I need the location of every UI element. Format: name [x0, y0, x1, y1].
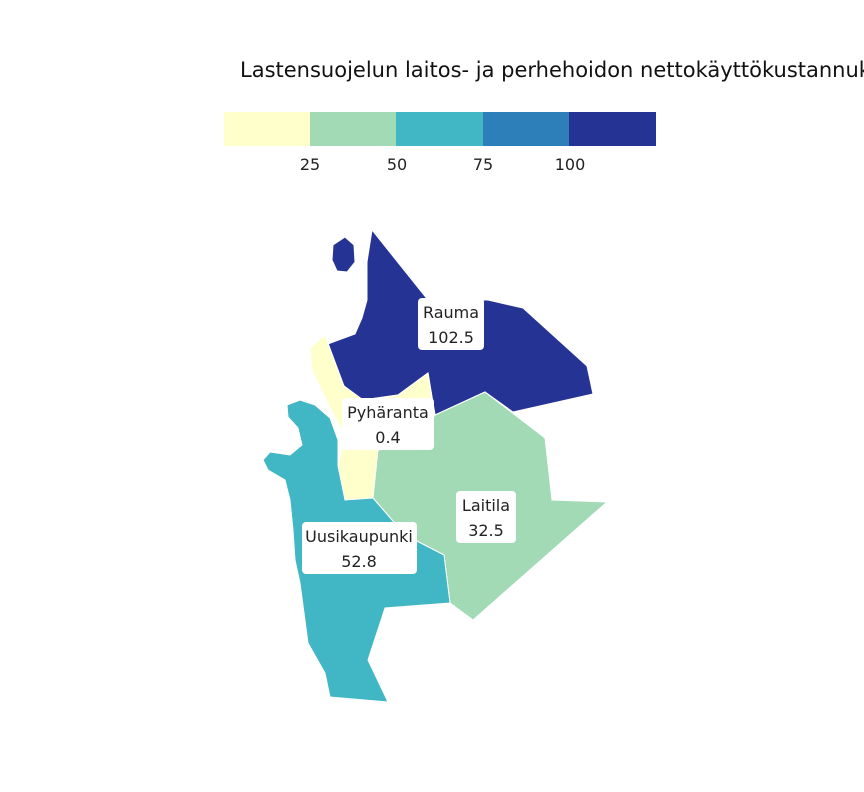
label-rauma-name: Rauma — [423, 303, 479, 322]
label-rauma-value: 102.5 — [428, 328, 474, 347]
label-pyharanta-name: Pyhäranta — [347, 403, 429, 422]
legend-bin-1 — [224, 112, 311, 146]
legend-tick-25: 25 — [300, 155, 320, 174]
region-labels: Rauma 102.5 Pyhäranta 0.4 Laitila 32.5 U… — [302, 298, 516, 574]
label-laitila-name: Laitila — [462, 496, 510, 515]
color-legend: 25 50 75 100 — [224, 112, 656, 174]
label-uusikaupunki-value: 52.8 — [341, 552, 377, 571]
region-rauma-island — [331, 236, 356, 273]
legend-tick-75: 75 — [473, 155, 493, 174]
map-title: Lastensuojelun laitos- ja perhehoidon ne… — [240, 58, 864, 82]
label-laitila: Laitila 32.5 — [456, 491, 516, 543]
legend-tick-50: 50 — [387, 155, 407, 174]
label-rauma: Rauma 102.5 — [418, 298, 484, 350]
label-laitila-value: 32.5 — [468, 521, 504, 540]
legend-bin-2 — [310, 112, 397, 146]
label-pyharanta: Pyhäranta 0.4 — [342, 398, 434, 450]
label-pyharanta-value: 0.4 — [375, 428, 400, 447]
legend-bin-5 — [569, 112, 656, 146]
legend-tick-100: 100 — [555, 155, 586, 174]
label-uusikaupunki: Uusikaupunki 52.8 — [302, 522, 417, 574]
legend-bin-3 — [396, 112, 484, 146]
label-uusikaupunki-name: Uusikaupunki — [305, 527, 413, 546]
legend-bin-4 — [483, 112, 570, 146]
